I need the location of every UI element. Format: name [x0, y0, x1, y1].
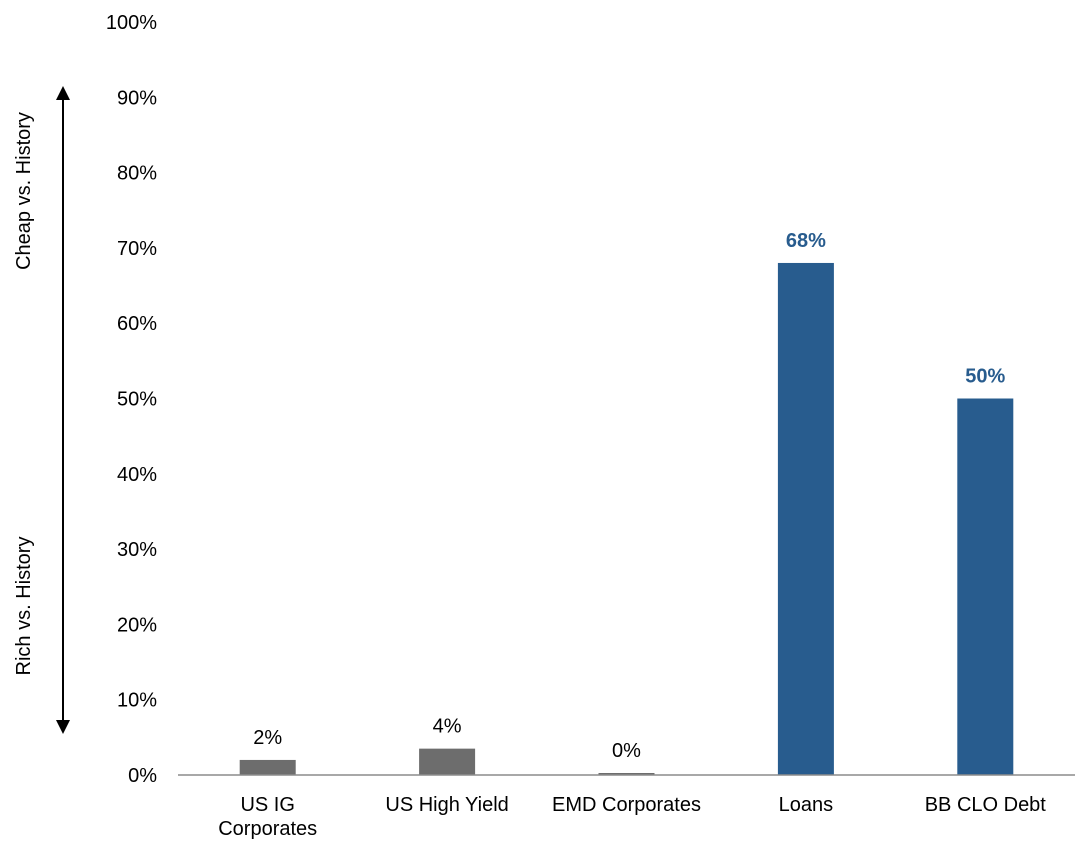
data-label: 0%	[612, 740, 641, 762]
cheap-vs-history-label: Cheap vs. History	[13, 112, 35, 270]
bars	[239, 262, 1014, 776]
data-label: 4%	[433, 716, 462, 738]
data-label: 2%	[253, 727, 282, 749]
bar	[957, 398, 1014, 775]
bar	[419, 748, 476, 775]
cheap-rich-arrow	[56, 86, 70, 734]
x-tick-label: Corporates	[218, 818, 317, 840]
x-tick-label: US IG	[240, 794, 294, 816]
y-tick-label: 100%	[106, 12, 157, 34]
data-label: 50%	[965, 366, 1005, 388]
bar	[598, 773, 655, 775]
arrow-down-head	[56, 720, 70, 734]
y-tick-label: 30%	[117, 539, 157, 561]
data-labels: 2% 4% 0% 68% 50%	[253, 230, 1005, 762]
bar	[777, 262, 834, 776]
x-tick-label: US High Yield	[385, 794, 508, 816]
y-tick-label: 0%	[128, 765, 157, 787]
y-tick-label: 50%	[117, 389, 157, 411]
x-tick-label: EMD Corporates	[552, 794, 701, 816]
arrow-up-head	[56, 86, 70, 100]
y-tick-label: 40%	[117, 464, 157, 486]
y-tick-label: 10%	[117, 690, 157, 712]
x-tick-label: BB CLO Debt	[925, 794, 1047, 816]
x-tick-label: Loans	[779, 794, 834, 816]
bar	[239, 759, 296, 775]
y-tick-label: 70%	[117, 238, 157, 260]
y-tick-label: 60%	[117, 313, 157, 335]
y-tick-label: 20%	[117, 614, 157, 636]
rich-vs-history-label: Rich vs. History	[13, 537, 35, 676]
y-tick-label: 80%	[117, 163, 157, 185]
data-label: 68%	[786, 230, 826, 252]
y-tick-label: 90%	[117, 87, 157, 109]
y-axis: 0% 10% 20% 30% 40% 50% 60% 70% 80% 90% 100%	[106, 12, 157, 787]
